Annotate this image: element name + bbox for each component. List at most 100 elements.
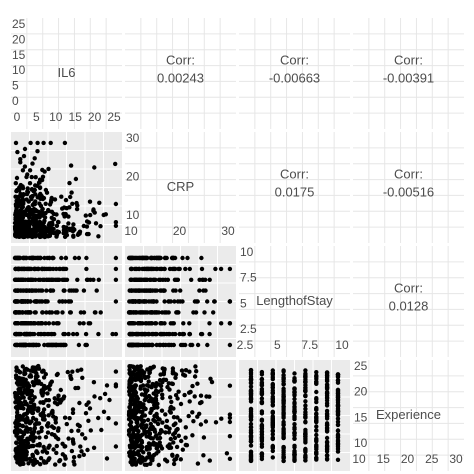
point: [270, 368, 275, 373]
point: [335, 457, 341, 462]
point: [146, 379, 151, 384]
point: [173, 372, 179, 377]
point: [34, 255, 40, 261]
point: [259, 444, 265, 449]
point: [53, 277, 58, 282]
point: [248, 397, 254, 402]
point: [74, 288, 79, 293]
point: [84, 266, 89, 272]
point: [151, 452, 157, 458]
point: [281, 375, 286, 380]
point: [167, 266, 173, 272]
point: [113, 369, 119, 374]
point: [138, 373, 143, 379]
point: [29, 430, 35, 436]
point: [152, 419, 158, 424]
point: [152, 429, 158, 434]
point: [43, 187, 49, 193]
point: [281, 411, 286, 416]
point: [129, 384, 134, 389]
point: [92, 310, 98, 315]
point: [76, 428, 81, 433]
point: [46, 321, 52, 326]
point: [335, 391, 341, 396]
point: [52, 396, 57, 401]
point: [55, 219, 61, 225]
point: [187, 390, 192, 395]
point: [20, 364, 25, 369]
point: [25, 415, 30, 421]
point: [28, 277, 34, 282]
point: [193, 310, 199, 315]
point: [213, 266, 218, 272]
point: [38, 255, 43, 261]
point: [69, 190, 74, 195]
point: [130, 331, 135, 337]
point: [23, 411, 28, 417]
point: [179, 438, 184, 444]
point: [30, 288, 35, 293]
point: [13, 310, 18, 315]
point: [281, 400, 286, 405]
point: [38, 331, 43, 337]
tick-label: 15: [12, 48, 26, 62]
point: [259, 396, 265, 401]
point: [28, 194, 34, 200]
point: [30, 460, 36, 465]
point: [137, 288, 143, 293]
point: [227, 266, 233, 272]
point: [314, 432, 319, 438]
point: [160, 420, 165, 425]
point: [324, 382, 330, 388]
point: [87, 199, 93, 204]
point: [324, 421, 330, 426]
panel-r1-c3: Corr: -0.00516: [353, 132, 464, 243]
point: [43, 201, 48, 206]
point: [139, 410, 145, 415]
point: [160, 392, 165, 397]
point: [303, 437, 308, 442]
point: [24, 174, 29, 180]
point: [227, 299, 233, 304]
point: [144, 299, 149, 304]
point: [292, 445, 297, 450]
point: [25, 277, 31, 282]
point: [292, 457, 297, 462]
point: [171, 415, 177, 420]
point: [23, 401, 28, 407]
point: [140, 422, 145, 427]
point: [203, 277, 208, 282]
point: [145, 277, 150, 282]
point: [143, 406, 148, 412]
point: [166, 430, 172, 435]
point: [14, 198, 19, 203]
point: [248, 452, 254, 457]
tick-label: 10: [12, 63, 26, 77]
point: [128, 378, 133, 383]
corr-value: -0.00391: [383, 71, 434, 86]
point: [63, 197, 69, 203]
point: [127, 364, 132, 369]
point: [303, 406, 308, 412]
point: [303, 373, 308, 379]
point: [26, 224, 32, 229]
point: [248, 391, 254, 396]
point: [15, 460, 20, 465]
panel-r0-c2: Corr: -0.00663: [239, 18, 350, 129]
tick-label: 30: [126, 131, 140, 145]
point: [46, 421, 51, 426]
point: [104, 456, 110, 461]
point: [314, 449, 319, 455]
point: [69, 448, 75, 454]
point: [13, 400, 18, 405]
point: [31, 206, 37, 212]
point: [16, 222, 21, 227]
point: [23, 428, 28, 433]
point: [72, 255, 78, 261]
point: [201, 435, 207, 440]
point: [20, 423, 25, 429]
point: [190, 433, 195, 438]
point: [41, 220, 46, 226]
point: [37, 443, 42, 448]
point: [138, 364, 143, 369]
